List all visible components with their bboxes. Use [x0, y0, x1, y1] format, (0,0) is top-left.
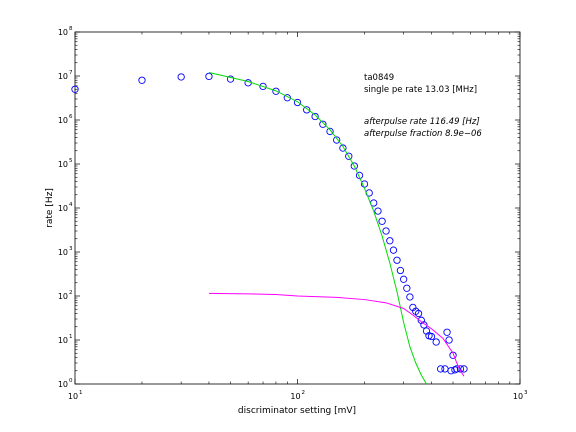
data-point — [350, 162, 358, 170]
data-point — [177, 73, 185, 81]
data-point — [427, 332, 436, 341]
y-axis-label: rate [Hz] — [45, 188, 55, 228]
series-line-2 — [208, 292, 465, 377]
data-point — [293, 98, 302, 107]
data-point — [460, 365, 468, 373]
y-tick-label: 10 — [58, 336, 68, 345]
annotation-afterpulse-fraction: afterpulse fraction 8.9e−06 — [364, 129, 482, 139]
data-point — [311, 112, 319, 121]
y-tick-exponent: 7 — [69, 70, 73, 76]
data-point — [319, 120, 327, 128]
data-point — [414, 309, 423, 318]
x-axis-label: discriminator setting [mV] — [238, 406, 356, 416]
data-point — [303, 106, 311, 114]
data-point — [400, 275, 408, 283]
data-point — [339, 144, 347, 152]
annotation-single-pe-rate: single pe rate 13.03 [MHz] — [364, 85, 477, 95]
data-point — [456, 365, 465, 373]
data-point — [420, 321, 428, 329]
y-tick-label: 10 — [58, 248, 68, 257]
y-tick-label: 10 — [58, 72, 68, 81]
y-tick-label: 10 — [58, 204, 68, 213]
x-tick-exponent: 3 — [524, 390, 528, 396]
annotation-id: ta0849 — [364, 73, 394, 83]
annotation-block: ta0849 single pe rate 13.03 [MHz] afterp… — [364, 73, 482, 139]
y-tick-exponent: 2 — [69, 290, 73, 296]
x-tick-label: 10 — [290, 392, 300, 401]
data-point — [396, 266, 405, 275]
data-point — [445, 336, 453, 344]
y-tick-label: 10 — [58, 380, 68, 389]
data-point — [333, 136, 341, 144]
data-point — [393, 256, 401, 264]
x-tick-label: 10 — [513, 392, 523, 401]
y-tick-exponent: 5 — [69, 158, 73, 164]
plot-area — [74, 31, 521, 385]
data-point — [403, 284, 411, 292]
y-tick-label: 10 — [58, 292, 68, 301]
data-point — [449, 351, 457, 359]
data-point — [259, 82, 267, 91]
data-point — [406, 293, 414, 301]
y-tick-label: 10 — [58, 160, 68, 169]
y-tick-exponent: 6 — [69, 114, 73, 120]
annotation-afterpulse-rate: afterpulse rate 116.49 [Hz] — [364, 117, 480, 127]
data-point — [443, 328, 451, 336]
y-tick-exponent: 1 — [69, 334, 73, 340]
y-tick-label: 10 — [58, 116, 68, 125]
data-point — [389, 246, 398, 254]
y-tick-exponent: 4 — [69, 202, 73, 208]
x-tick-exponent: 1 — [79, 390, 83, 396]
y-tick-exponent: 8 — [69, 26, 73, 32]
data-point — [272, 87, 280, 95]
data-point — [437, 365, 445, 373]
data-point — [386, 237, 394, 245]
data-point — [345, 152, 353, 160]
data-point — [378, 217, 386, 225]
data-point — [432, 338, 440, 346]
y-tick-exponent: 3 — [69, 246, 73, 252]
data-point — [326, 127, 334, 136]
data-point — [382, 227, 390, 235]
series-line-1 — [208, 72, 427, 385]
x-tick-exponent: 2 — [302, 390, 306, 396]
data-point — [71, 85, 79, 93]
data-point — [226, 75, 235, 83]
x-tick-label: 10 — [68, 392, 78, 401]
data-point — [138, 76, 146, 84]
y-tick-exponent: 0 — [69, 378, 73, 384]
data-point — [374, 207, 382, 215]
axis-ticks: 10 1 10 2 10 310 010 110 210 310 410 510 610 710 8 — [58, 26, 528, 401]
data-series — [71, 72, 468, 385]
y-tick-label: 10 — [58, 28, 68, 37]
data-point — [205, 72, 213, 81]
